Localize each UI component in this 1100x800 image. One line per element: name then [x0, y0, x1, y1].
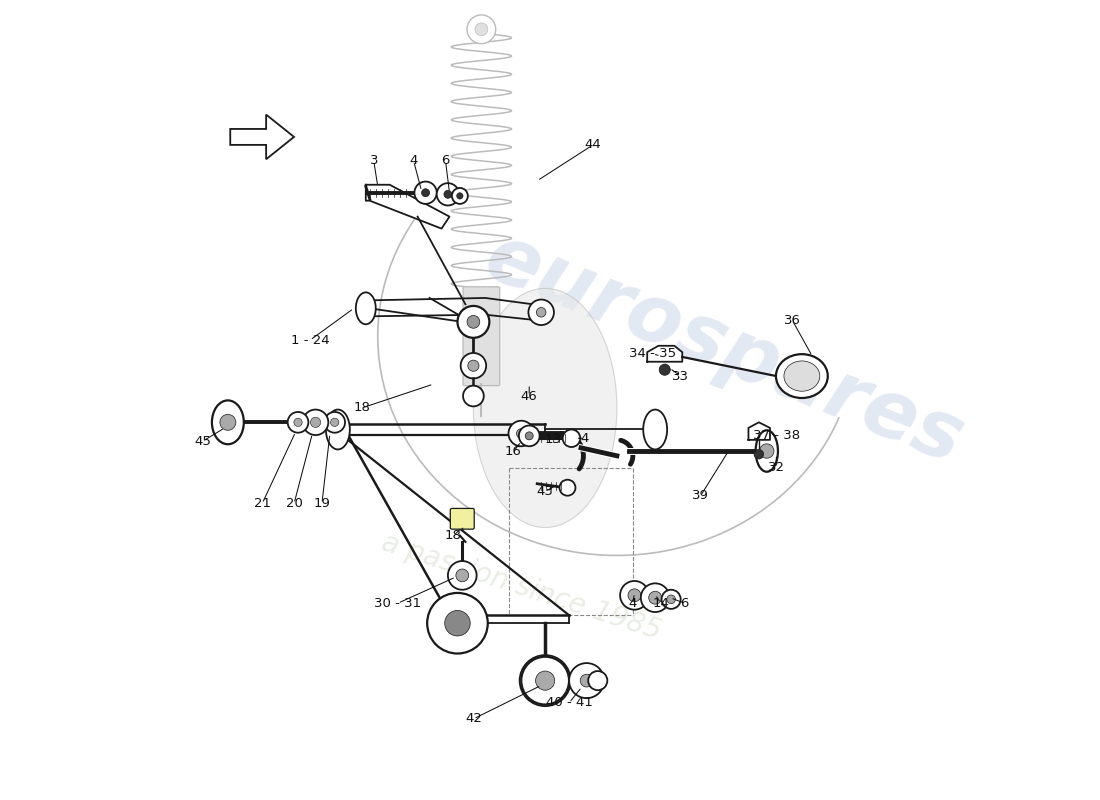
Text: 1 - 24: 1 - 24: [290, 334, 329, 346]
Text: 4: 4: [409, 154, 418, 167]
Circle shape: [220, 414, 235, 430]
Circle shape: [475, 23, 487, 36]
Ellipse shape: [212, 400, 244, 444]
Text: 45: 45: [194, 435, 211, 448]
Circle shape: [452, 188, 468, 204]
Circle shape: [330, 418, 339, 426]
Text: 40 - 41: 40 - 41: [546, 697, 593, 710]
Text: 36: 36: [784, 314, 801, 326]
Circle shape: [628, 589, 641, 602]
Polygon shape: [230, 114, 294, 159]
Circle shape: [580, 674, 593, 687]
Text: 44: 44: [584, 138, 602, 151]
Circle shape: [310, 418, 321, 427]
Ellipse shape: [644, 410, 667, 450]
Text: 13: 13: [544, 434, 562, 446]
Polygon shape: [748, 422, 770, 440]
Circle shape: [468, 15, 496, 44]
Circle shape: [641, 583, 670, 612]
Circle shape: [519, 426, 540, 446]
Text: 37 - 38: 37 - 38: [752, 430, 800, 442]
Circle shape: [437, 183, 459, 206]
Circle shape: [421, 189, 430, 197]
Ellipse shape: [776, 354, 828, 398]
Text: eurospares: eurospares: [473, 218, 975, 481]
Circle shape: [468, 360, 478, 371]
Text: 18: 18: [446, 529, 462, 542]
Text: 6: 6: [441, 154, 450, 167]
Text: 4: 4: [629, 597, 637, 610]
Text: 18: 18: [353, 402, 371, 414]
Circle shape: [667, 595, 675, 604]
Text: 20: 20: [286, 497, 302, 510]
Circle shape: [517, 429, 526, 438]
FancyBboxPatch shape: [450, 509, 474, 529]
Text: 19: 19: [314, 497, 330, 510]
Text: 39: 39: [692, 489, 710, 502]
Circle shape: [521, 657, 569, 705]
Circle shape: [415, 182, 437, 204]
Circle shape: [528, 299, 554, 325]
Circle shape: [324, 412, 345, 433]
Circle shape: [294, 418, 302, 426]
Text: 30 - 31: 30 - 31: [374, 597, 421, 610]
Text: 14: 14: [652, 597, 669, 610]
Circle shape: [444, 610, 470, 636]
Polygon shape: [647, 346, 682, 362]
Text: 43: 43: [537, 485, 553, 498]
Circle shape: [508, 421, 534, 446]
Circle shape: [659, 364, 670, 375]
Circle shape: [569, 663, 604, 698]
Circle shape: [525, 432, 533, 440]
Ellipse shape: [326, 410, 350, 450]
Text: 3: 3: [370, 154, 378, 167]
Circle shape: [535, 670, 556, 691]
Text: 42: 42: [465, 712, 482, 726]
Circle shape: [456, 193, 463, 199]
Circle shape: [302, 410, 328, 435]
Circle shape: [537, 307, 546, 317]
Circle shape: [536, 671, 554, 690]
Circle shape: [649, 591, 661, 604]
Circle shape: [458, 306, 490, 338]
Text: 6: 6: [681, 597, 689, 610]
Ellipse shape: [355, 292, 376, 324]
Text: 4: 4: [581, 432, 590, 445]
Text: 34 - 35: 34 - 35: [629, 347, 676, 360]
Circle shape: [588, 671, 607, 690]
Text: 46: 46: [520, 390, 538, 402]
Circle shape: [754, 450, 763, 459]
Circle shape: [620, 581, 649, 610]
Circle shape: [463, 386, 484, 406]
Ellipse shape: [756, 430, 778, 472]
Ellipse shape: [784, 361, 820, 391]
Circle shape: [661, 590, 681, 609]
Circle shape: [468, 315, 480, 328]
Circle shape: [427, 593, 487, 654]
FancyBboxPatch shape: [463, 286, 499, 386]
Ellipse shape: [473, 288, 617, 527]
Circle shape: [288, 412, 308, 433]
Text: 16: 16: [505, 446, 521, 458]
Circle shape: [448, 561, 476, 590]
Circle shape: [519, 655, 571, 706]
Text: a passion since 1985: a passion since 1985: [377, 528, 664, 645]
Text: 21: 21: [254, 497, 271, 510]
Circle shape: [461, 353, 486, 378]
Text: 33: 33: [672, 370, 690, 382]
Text: 32: 32: [768, 462, 785, 474]
Circle shape: [760, 444, 774, 458]
Circle shape: [563, 430, 580, 447]
Circle shape: [560, 480, 575, 496]
Circle shape: [444, 190, 452, 198]
Circle shape: [455, 569, 469, 582]
